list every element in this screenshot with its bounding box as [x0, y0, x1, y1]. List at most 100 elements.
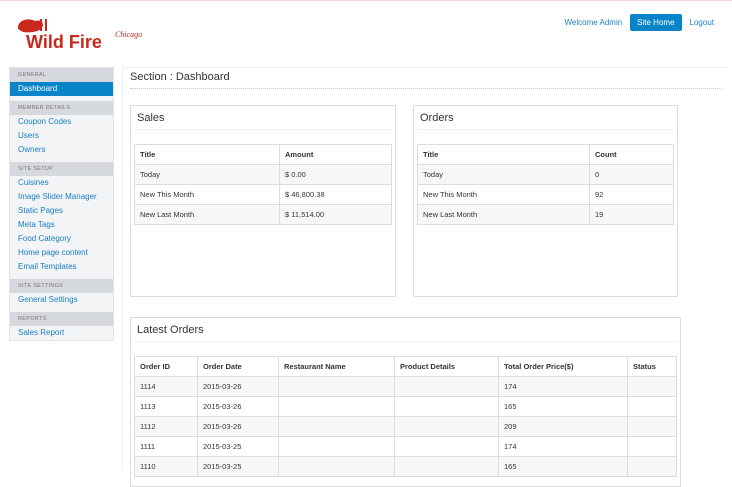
orders-panel: Orders TitleCountToday0New This Month92N…	[413, 105, 678, 297]
table-cell	[279, 457, 395, 477]
table-cell	[628, 457, 677, 477]
sidebar-item-food-category[interactable]: Food Category	[10, 232, 113, 246]
table-row: 11102015-03-25 165	[135, 457, 677, 477]
table-cell	[395, 437, 499, 457]
chef-hat-icon	[18, 19, 43, 32]
sidebar-item-home-page-content[interactable]: Home page content	[10, 246, 113, 260]
table-cell	[628, 397, 677, 417]
table-cell: Today	[135, 165, 280, 185]
table-cell: 19	[590, 205, 674, 225]
sidebar-section-header: GENERAL	[10, 68, 113, 82]
sidebar-section-header: MEMBER DETAILS	[10, 101, 113, 115]
sidebar-item-owners[interactable]: Owners	[10, 143, 113, 157]
table-cell	[279, 377, 395, 397]
table-cell: 209	[499, 417, 628, 437]
table-cell: 174	[499, 437, 628, 457]
divider	[130, 88, 722, 89]
table-cell	[395, 397, 499, 417]
table-cell: 92	[590, 185, 674, 205]
orders-table: TitleCountToday0New This Month92New Last…	[417, 144, 674, 225]
table-row: New Last Month$ 11,514.00	[135, 205, 392, 225]
table-cell: 2015-03-26	[198, 377, 279, 397]
column-header[interactable]: Product Details	[395, 357, 499, 377]
table-cell: 2015-03-25	[198, 457, 279, 477]
column-header[interactable]: Count	[590, 145, 674, 165]
page-title: Section : Dashboard	[130, 71, 230, 83]
table-row: 11132015-03-26165	[135, 397, 677, 417]
sidebar-item-users[interactable]: Users	[10, 129, 113, 143]
table-cell: 2015-03-26	[198, 417, 279, 437]
table-row: 11122015-03-26209	[135, 417, 677, 437]
table-row: Today$ 0.00	[135, 165, 392, 185]
sales-panel: Sales TitleAmountToday$ 0.00New This Mon…	[130, 105, 396, 297]
column-header[interactable]: Status	[628, 357, 677, 377]
sidebar-section-header: REPORTS	[10, 312, 113, 326]
table-row: New This Month92	[418, 185, 674, 205]
sidebar-item-email-templates[interactable]: Email Templates	[10, 260, 113, 274]
sidebar-item-sales-report[interactable]: Sales Report	[10, 326, 113, 340]
table-cell	[395, 417, 499, 437]
column-header[interactable]: Restaurant Name	[279, 357, 395, 377]
column-header[interactable]: Order Date	[198, 357, 279, 377]
sidebar-section-header: SITE SETTINGS	[10, 279, 113, 293]
sidebar-section-header: SITE SETUP	[10, 162, 113, 176]
table-cell: 1113	[135, 397, 198, 417]
table-cell: New This Month	[135, 185, 280, 205]
table-cell: 1111	[135, 437, 198, 457]
table-header-row: TitleCount	[418, 145, 674, 165]
table-cell: 165	[499, 457, 628, 477]
latest-orders-table: Order IDOrder DateRestaurant NameProduct…	[134, 356, 677, 477]
table-cell: $ 0.00	[280, 165, 392, 185]
table-cell	[279, 417, 395, 437]
table-cell	[395, 457, 499, 477]
logout-link[interactable]: Logout	[690, 18, 714, 27]
column-header[interactable]: Title	[418, 145, 590, 165]
sidebar: GENERALDashboard MEMBER DETAILSCoupon Cod…	[9, 67, 114, 341]
sales-title: Sales	[134, 106, 392, 130]
top-nav: Welcome Admin Site Home Logout	[565, 14, 714, 31]
table-cell: $ 11,514.00	[280, 205, 392, 225]
table-cell: 165	[499, 397, 628, 417]
table-cell	[628, 437, 677, 457]
logo[interactable]: Wild Fire Chicago	[15, 15, 155, 53]
table-cell	[395, 377, 499, 397]
sidebar-item-static-pages[interactable]: Static Pages	[10, 204, 113, 218]
table-row: 11112015-03-25 174	[135, 437, 677, 457]
logo-subtext: Chicago	[115, 30, 142, 39]
logo-text: Wild Fire	[26, 32, 102, 52]
table-cell	[279, 397, 395, 417]
latest-orders-panel: Latest Orders Order IDOrder DateRestaura…	[130, 317, 681, 487]
table-header-row: Order IDOrder DateRestaurant NameProduct…	[135, 357, 677, 377]
sidebar-item-meta-tags[interactable]: Meta Tags	[10, 218, 113, 232]
table-cell: 1110	[135, 457, 198, 477]
sidebar-item-dashboard[interactable]: Dashboard	[10, 82, 113, 96]
latest-orders-title: Latest Orders	[134, 318, 677, 342]
welcome-link[interactable]: Welcome Admin	[565, 18, 623, 27]
knife-icon	[45, 19, 47, 31]
table-row: 11142015-03-26174	[135, 377, 677, 397]
sales-table: TitleAmountToday$ 0.00New This Month$ 46…	[134, 144, 392, 225]
column-header[interactable]: Order ID	[135, 357, 198, 377]
sidebar-item-image-slider-manager[interactable]: Image Slider Manager	[10, 190, 113, 204]
table-cell	[279, 437, 395, 457]
table-cell: 174	[499, 377, 628, 397]
site-home-button[interactable]: Site Home	[630, 14, 681, 31]
table-cell: $ 46,800.38	[280, 185, 392, 205]
sidebar-item-cuisines[interactable]: Cuisines	[10, 176, 113, 190]
table-cell: New Last Month	[135, 205, 280, 225]
table-cell	[628, 377, 677, 397]
table-cell: Today	[418, 165, 590, 185]
table-cell: New This Month	[418, 185, 590, 205]
column-header[interactable]: Title	[135, 145, 280, 165]
table-row: Today0	[418, 165, 674, 185]
sidebar-item-general-settings[interactable]: General Settings	[10, 293, 113, 307]
sidebar-item-coupon-codes[interactable]: Coupon Codes	[10, 115, 113, 129]
table-row: New This Month$ 46,800.38	[135, 185, 392, 205]
table-cell: 2015-03-25	[198, 437, 279, 457]
column-header[interactable]: Total Order Price($)	[499, 357, 628, 377]
table-cell	[628, 417, 677, 437]
orders-title: Orders	[417, 106, 674, 130]
column-header[interactable]: Amount	[280, 145, 392, 165]
fork-icon	[40, 19, 42, 31]
table-header-row: TitleAmount	[135, 145, 392, 165]
